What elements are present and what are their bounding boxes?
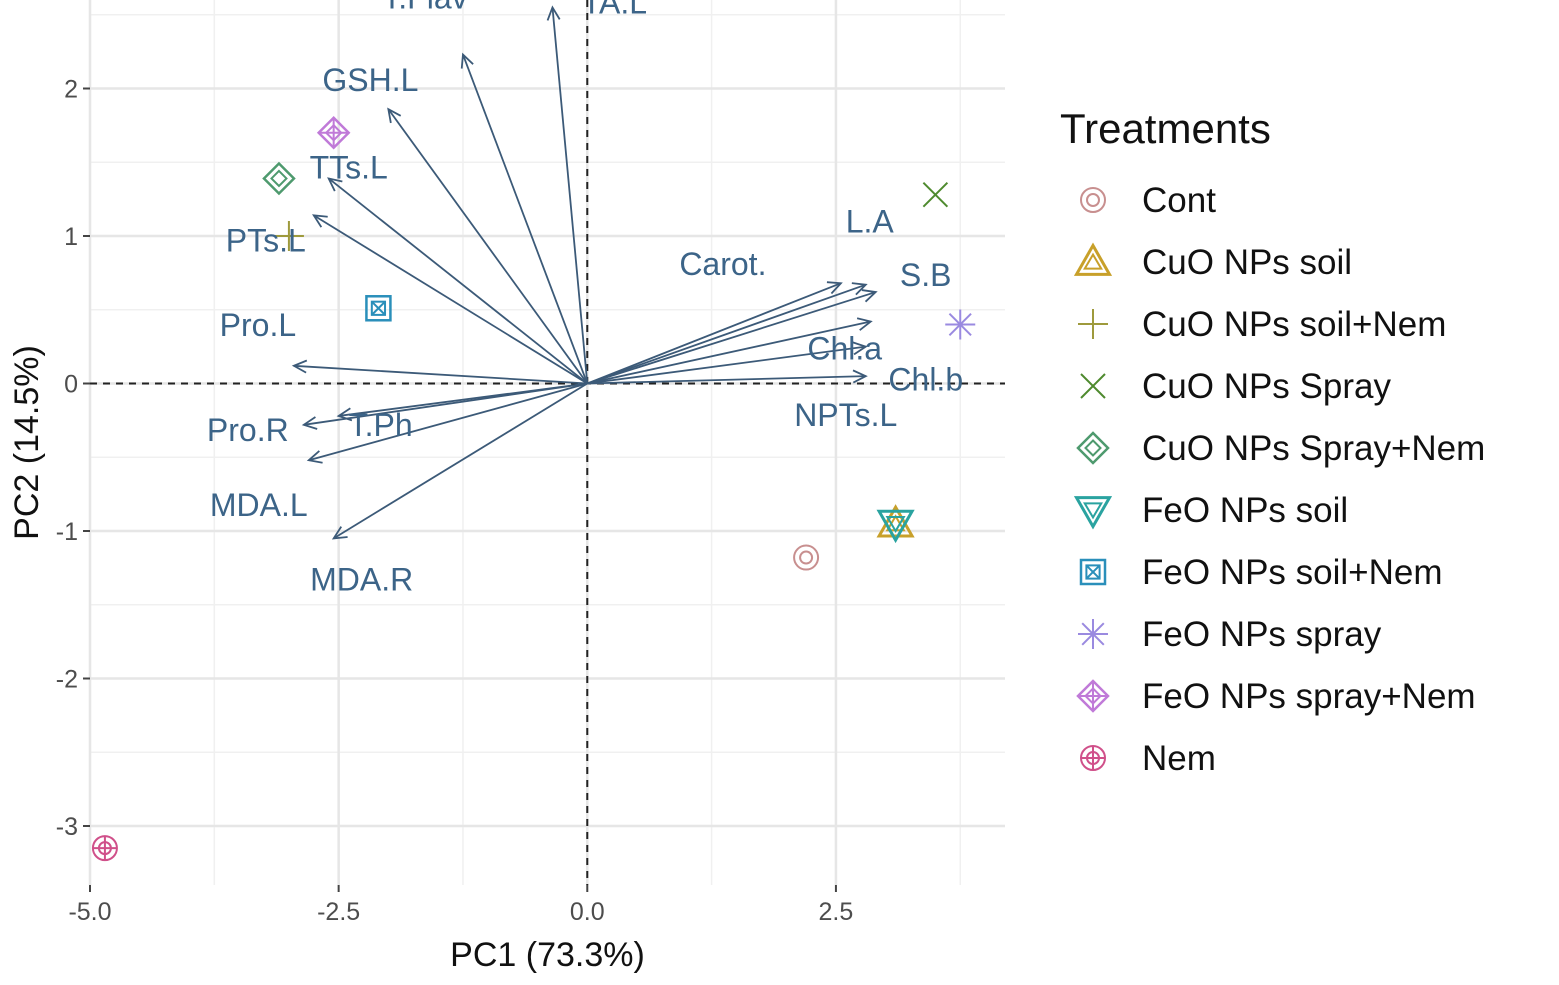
- y-axis-title: PC2 (14.5%): [8, 345, 46, 540]
- x-tick-label: 2.5: [819, 898, 854, 926]
- x-tick-label: 0.0: [570, 898, 605, 926]
- loading-arrowhead: [331, 526, 348, 540]
- legend-label: FeO NPs spray: [1142, 615, 1382, 654]
- point-nem: [91, 835, 118, 862]
- legend-label: FeO NPs soil: [1142, 491, 1348, 530]
- loading-arrowhead: [291, 359, 308, 374]
- loading-arrow: [333, 382, 588, 540]
- loading-arrowhead: [460, 52, 474, 69]
- legend-key: [1073, 496, 1113, 530]
- legend-title: Treatments: [1060, 105, 1271, 152]
- loading-label: Chl.a: [807, 331, 882, 367]
- loading-arrowhead: [306, 450, 323, 464]
- point-cuo-nps-spray: [922, 181, 949, 208]
- loading-label: Carot.: [679, 246, 766, 282]
- y-tick-label: -2: [56, 666, 78, 694]
- y-tick-label: -1: [56, 518, 78, 546]
- legend-key: [1073, 242, 1113, 276]
- legend-key: [1079, 558, 1107, 586]
- loading-arrow: [328, 177, 588, 385]
- loading-arrowhead: [546, 5, 561, 21]
- point-feo-nps-soil: [876, 509, 915, 544]
- loading-label: GSH.L: [322, 62, 418, 98]
- loading-arrowhead: [852, 369, 868, 384]
- legend-key: [1080, 187, 1106, 213]
- legend-label: CuO NPs soil: [1142, 243, 1352, 282]
- loading-arrow: [551, 7, 589, 384]
- loading-arrow: [462, 54, 589, 384]
- legend-label: FeO NPs spray+Nem: [1142, 677, 1476, 716]
- loading-arrow: [587, 291, 876, 385]
- legend-label: CuO NPs soil+Nem: [1142, 305, 1446, 344]
- point-cuo-nps-spray-nem: [262, 161, 296, 196]
- loading-label: Pro.L: [220, 307, 296, 343]
- loading-arrowhead: [312, 214, 328, 228]
- loading-arrow: [587, 345, 866, 385]
- x-axis-title: PC1 (73.3%): [450, 936, 645, 974]
- legend-label: Cont: [1142, 181, 1216, 220]
- legend-label: Nem: [1142, 739, 1216, 778]
- loading-arrow: [303, 382, 588, 426]
- x-tick-label: -5.0: [68, 898, 111, 926]
- loading-arrowhead: [826, 281, 843, 295]
- point-cont: [793, 544, 820, 571]
- legend-key: [1078, 619, 1108, 649]
- loading-arrowhead: [852, 341, 868, 356]
- loading-arrow: [586, 283, 867, 385]
- loading-label: TTs.L: [310, 149, 388, 185]
- loading-arrow: [586, 282, 842, 385]
- point-feo-nps-spray-nem: [316, 115, 351, 150]
- loading-arrowhead: [861, 289, 878, 303]
- loading-label: NPTs.L: [794, 397, 897, 433]
- plot-panel: [90, 0, 1005, 885]
- loading-arrow: [587, 320, 871, 385]
- loading-arrowhead: [387, 107, 402, 124]
- loading-label: MDA.L: [210, 487, 308, 523]
- legend-label: CuO NPs Spray: [1142, 367, 1391, 406]
- loading-label: MDA.R: [310, 561, 413, 597]
- loading-label: T.Ph: [349, 407, 413, 443]
- loading-arrowhead: [301, 416, 318, 430]
- loading-arrowhead: [851, 282, 868, 296]
- loading-label: Chl.b: [888, 362, 963, 398]
- legend-label: CuO NPs Spray+Nem: [1142, 429, 1485, 468]
- legend-key: [1080, 373, 1106, 399]
- loading-arrow: [313, 214, 588, 385]
- legend-key: [1076, 431, 1110, 465]
- loading-label: L.A: [846, 204, 895, 240]
- y-tick-label: 2: [64, 76, 78, 104]
- loading-label: Pro.R: [207, 412, 289, 448]
- x-tick-label: -2.5: [317, 898, 360, 926]
- point-cuo-nps-soil-nem: [273, 221, 304, 251]
- loading-label: T.Flav: [382, 0, 467, 16]
- legend-key: [1080, 745, 1106, 771]
- point-feo-nps-spray: [945, 309, 976, 340]
- loading-label: PTs.L: [226, 222, 306, 258]
- legend-key: [1076, 679, 1110, 713]
- y-tick-label: 0: [64, 371, 78, 399]
- legend-key: [1078, 309, 1108, 339]
- loading-arrow: [387, 108, 589, 385]
- y-tick-label: -3: [56, 813, 78, 841]
- loading-arrowhead: [856, 317, 873, 331]
- loading-arrow: [587, 375, 866, 385]
- point-feo-nps-soil-nem: [365, 295, 392, 322]
- loading-arrow: [308, 382, 588, 462]
- legend-label: FeO NPs soil+Nem: [1142, 553, 1443, 592]
- loading-label: S.B: [900, 257, 952, 293]
- y-tick-label: 1: [64, 223, 78, 251]
- loading-arrow: [293, 364, 588, 385]
- loading-arrowhead: [327, 177, 343, 192]
- loading-label: TA.L: [582, 0, 647, 20]
